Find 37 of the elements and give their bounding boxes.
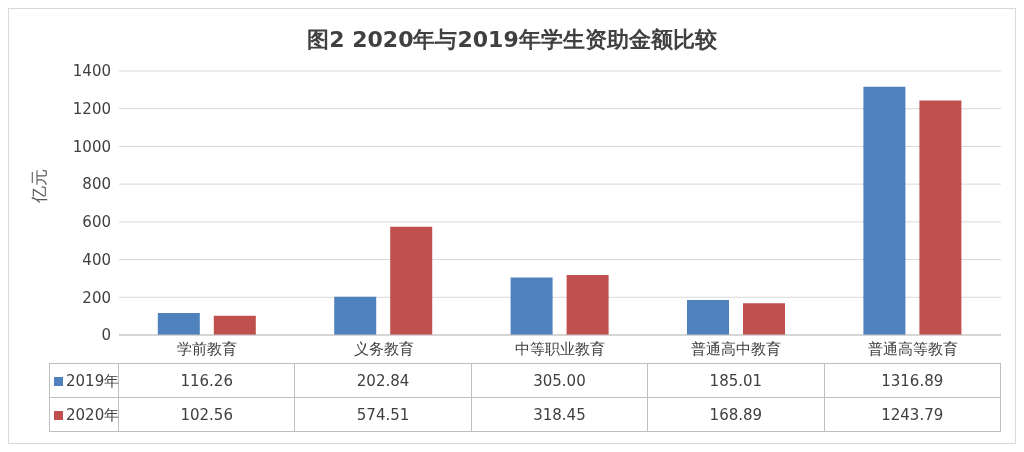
bar xyxy=(743,303,786,335)
x-tick-label: 中等职业教育 xyxy=(515,339,605,358)
bar xyxy=(919,100,962,335)
data-label: 1243.79 xyxy=(824,398,1001,432)
bar xyxy=(213,315,256,335)
y-axis-title: 亿元 xyxy=(29,169,50,204)
bar xyxy=(510,277,553,335)
legend-label: 2019年 xyxy=(66,372,120,390)
x-tick-label: 义务教育 xyxy=(353,339,414,358)
bar xyxy=(863,86,906,335)
data-label: 305.00 xyxy=(471,364,649,398)
bar xyxy=(390,226,433,335)
y-tick-label: 0 xyxy=(101,326,111,345)
data-label: 185.01 xyxy=(648,364,825,398)
y-tick-label: 400 xyxy=(82,250,111,269)
legend-label: 2020年 xyxy=(66,406,120,424)
y-tick-label: 200 xyxy=(82,288,111,307)
y-tick-label: 1200 xyxy=(72,100,111,119)
bar xyxy=(566,274,609,335)
bar xyxy=(334,296,377,335)
data-label: 574.51 xyxy=(295,398,472,432)
y-tick-label: 800 xyxy=(82,175,111,194)
data-label: 116.26 xyxy=(119,364,296,398)
x-tick-label: 普通高等教育 xyxy=(867,339,958,358)
data-label: 168.89 xyxy=(648,398,825,432)
data-label: 1316.89 xyxy=(824,364,1001,398)
y-tick-label: 600 xyxy=(82,213,111,232)
bar xyxy=(687,300,730,335)
data-label: 318.45 xyxy=(471,398,649,432)
bar xyxy=(157,313,200,335)
chart-title: 图2 2020年与2019年学生资助金额比较 xyxy=(306,26,718,54)
y-tick-label: 1400 xyxy=(72,62,111,81)
y-tick-label: 1000 xyxy=(72,137,111,156)
data-label: 202.84 xyxy=(295,364,472,398)
x-tick-label: 普通高中教育 xyxy=(691,339,782,358)
data-label: 102.56 xyxy=(119,398,296,432)
x-tick-label: 学前教育 xyxy=(177,339,238,358)
